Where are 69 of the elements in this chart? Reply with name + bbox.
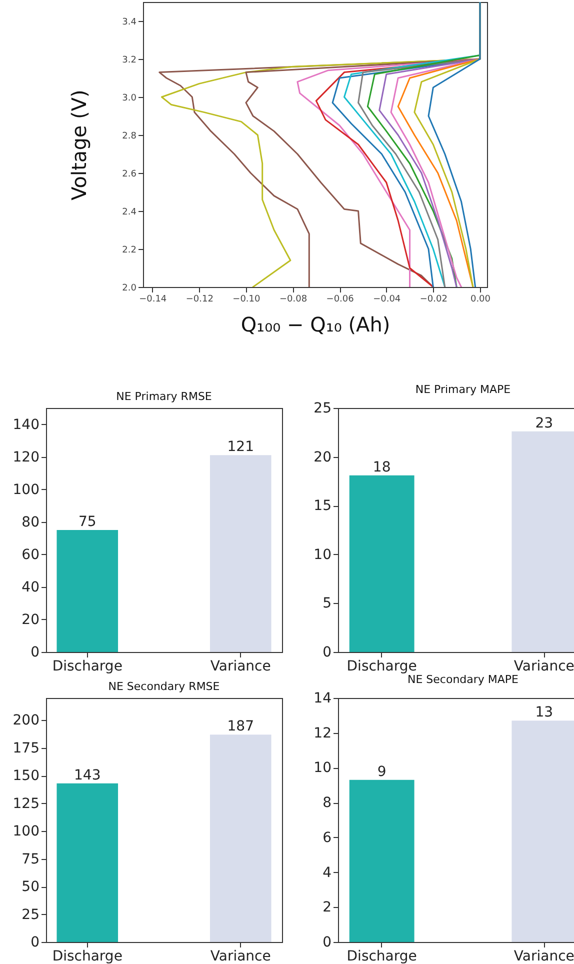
data-label: 23 <box>535 415 554 432</box>
y-tick-label: 0 <box>30 934 40 950</box>
chart-title: NE Secondary RMSE <box>108 680 220 693</box>
x-tick-label: 0.00 <box>470 294 491 304</box>
y-tick-label: 75 <box>22 851 40 868</box>
x-tick-label: Variance <box>210 948 271 964</box>
chart-title: NE Primary RMSE <box>116 390 212 403</box>
chart-title: NE Primary MAPE <box>415 383 511 396</box>
y-tick-label: 8 <box>322 795 332 812</box>
y-tick-label: 0 <box>322 644 332 660</box>
x-tick-label: −0.08 <box>279 294 308 304</box>
y-tick-label: 100 <box>12 482 40 498</box>
y-tick-label: 2.4 <box>122 208 137 218</box>
y-tick-label: 4 <box>322 864 332 881</box>
x-tick-label: Variance <box>514 948 574 964</box>
data-label: 143 <box>74 767 101 784</box>
y-tick-label: 3.0 <box>122 94 137 104</box>
y-tick-label: 175 <box>12 740 40 756</box>
y-axis-title: Voltage (V) <box>67 90 92 200</box>
y-tick-label: 100 <box>12 824 40 840</box>
data-label: 9 <box>377 764 386 780</box>
y-tick-label: 3.4 <box>122 18 137 28</box>
y-tick-label: 25 <box>314 400 332 416</box>
y-tick-label: 140 <box>12 416 40 433</box>
y-tick-label: 200 <box>12 712 40 729</box>
x-tick-label: −0.12 <box>186 294 214 304</box>
data-label: 18 <box>372 459 391 476</box>
x-tick-label: Discharge <box>346 948 417 964</box>
y-tick-label: 0 <box>30 644 40 660</box>
x-tick-label: Discharge <box>52 948 122 964</box>
x-tick-label: −0.10 <box>232 294 261 304</box>
x-tick-label: −0.14 <box>139 294 167 304</box>
y-tick-label: 2 <box>322 900 332 916</box>
y-tick-label: 150 <box>12 768 40 784</box>
chart-title: NE Secondary MAPE <box>407 673 519 686</box>
y-tick-label: 2.0 <box>122 284 137 294</box>
y-tick-label: 120 <box>12 449 40 466</box>
x-tick-label: −0.06 <box>326 294 354 304</box>
x-tick-label: Variance <box>514 658 574 674</box>
y-tick-label: 60 <box>22 546 40 563</box>
y-tick-label: 12 <box>314 725 332 742</box>
x-tick-label: Discharge <box>52 658 122 674</box>
data-label: 121 <box>227 439 254 456</box>
y-tick-label: 0 <box>322 934 332 950</box>
x-tick-label: Discharge <box>346 658 417 674</box>
y-tick-label: 50 <box>22 879 40 896</box>
data-label: 75 <box>78 514 96 530</box>
y-tick-label: 2.6 <box>122 170 137 180</box>
y-tick-label: 10 <box>314 760 332 776</box>
y-tick-label: 2.8 <box>122 132 137 142</box>
data-label: 13 <box>535 704 554 721</box>
x-tick-label: −0.02 <box>420 294 448 304</box>
data-label: 187 <box>227 718 254 735</box>
y-tick-label: 6 <box>322 830 332 846</box>
x-axis-title: Q₁₀₀ − Q₁₀ (Ah) <box>240 312 390 336</box>
y-tick-label: 125 <box>12 796 40 812</box>
y-tick-label: 15 <box>314 498 332 514</box>
y-tick-label: 80 <box>22 514 40 530</box>
y-tick-label: 20 <box>22 612 40 628</box>
y-tick-label: 25 <box>22 906 40 923</box>
x-tick-label: Variance <box>210 658 271 674</box>
x-tick-label: −0.04 <box>373 294 401 304</box>
y-tick-label: 20 <box>314 449 332 466</box>
y-tick-label: 40 <box>22 579 40 596</box>
y-tick-label: 10 <box>314 546 332 563</box>
y-tick-label: 3.2 <box>122 56 136 66</box>
y-tick-label: 2.2 <box>122 246 136 256</box>
y-tick-label: 14 <box>314 690 332 706</box>
y-tick-label: 5 <box>322 596 332 612</box>
